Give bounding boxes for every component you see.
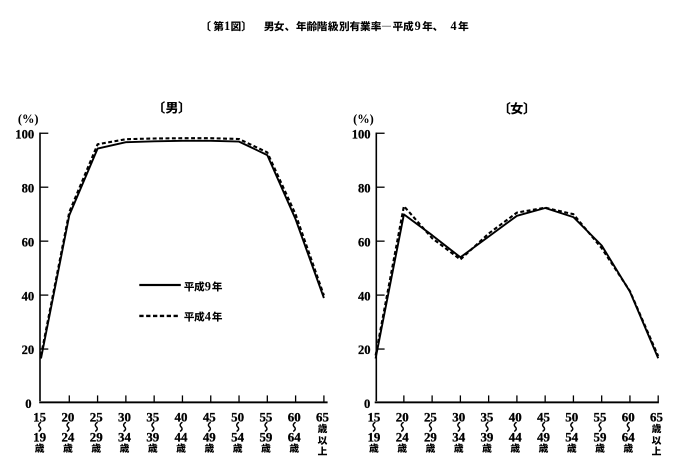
svg-text:40: 40: [509, 410, 522, 424]
svg-text:60: 60: [358, 235, 371, 249]
svg-text:64: 64: [288, 431, 301, 445]
svg-text:44: 44: [509, 431, 522, 445]
svg-text:20: 20: [396, 410, 409, 424]
svg-text:45: 45: [203, 410, 216, 424]
svg-text:19: 19: [33, 431, 46, 445]
svg-text:20: 20: [358, 343, 371, 357]
svg-text:1: 1: [224, 19, 230, 33]
svg-text:34: 34: [452, 431, 465, 445]
svg-text:59: 59: [259, 431, 272, 445]
svg-text:55: 55: [594, 410, 607, 424]
svg-text:29: 29: [424, 431, 437, 445]
svg-text:15: 15: [33, 410, 46, 424]
svg-text:65: 65: [650, 410, 663, 424]
svg-text:54: 54: [231, 431, 244, 445]
svg-text:30: 30: [118, 410, 131, 424]
svg-text:60: 60: [622, 410, 635, 424]
svg-text:(%): (%): [353, 112, 374, 126]
svg-text:0: 0: [364, 397, 370, 411]
svg-text:80: 80: [22, 181, 35, 195]
svg-text:20: 20: [22, 343, 35, 357]
svg-text:35: 35: [480, 410, 493, 424]
svg-text:25: 25: [90, 410, 103, 424]
svg-text:0: 0: [25, 397, 31, 411]
svg-text:39: 39: [480, 431, 493, 445]
svg-text:34: 34: [118, 431, 131, 445]
svg-text:19: 19: [367, 431, 380, 445]
svg-text:24: 24: [396, 431, 409, 445]
svg-text:60: 60: [288, 410, 301, 424]
svg-text:40: 40: [22, 289, 35, 303]
svg-text:65: 65: [316, 410, 329, 424]
svg-text:9: 9: [415, 19, 421, 33]
svg-text:49: 49: [203, 431, 216, 445]
svg-text:(%): (%): [18, 112, 39, 126]
svg-text:55: 55: [259, 410, 272, 424]
svg-text:29: 29: [90, 431, 103, 445]
svg-text:45: 45: [537, 410, 550, 424]
svg-text:100: 100: [352, 127, 371, 141]
svg-text:64: 64: [622, 431, 635, 445]
svg-text:50: 50: [565, 410, 578, 424]
svg-text:30: 30: [452, 410, 465, 424]
svg-text:4: 4: [451, 19, 457, 33]
svg-text:15: 15: [367, 410, 380, 424]
svg-text:59: 59: [594, 431, 607, 445]
svg-text:40: 40: [175, 410, 188, 424]
svg-text:44: 44: [175, 431, 188, 445]
svg-text:20: 20: [61, 410, 74, 424]
svg-text:100: 100: [15, 127, 34, 141]
svg-text:49: 49: [537, 431, 550, 445]
svg-text:40: 40: [358, 289, 371, 303]
svg-text:24: 24: [61, 431, 74, 445]
svg-text:54: 54: [565, 431, 578, 445]
svg-text:9: 9: [205, 280, 211, 294]
svg-text:50: 50: [231, 410, 244, 424]
svg-text:60: 60: [22, 235, 35, 249]
svg-text:25: 25: [424, 410, 437, 424]
svg-text:39: 39: [146, 431, 159, 445]
svg-text:4: 4: [205, 310, 211, 324]
svg-text:35: 35: [146, 410, 159, 424]
svg-text:80: 80: [358, 181, 371, 195]
